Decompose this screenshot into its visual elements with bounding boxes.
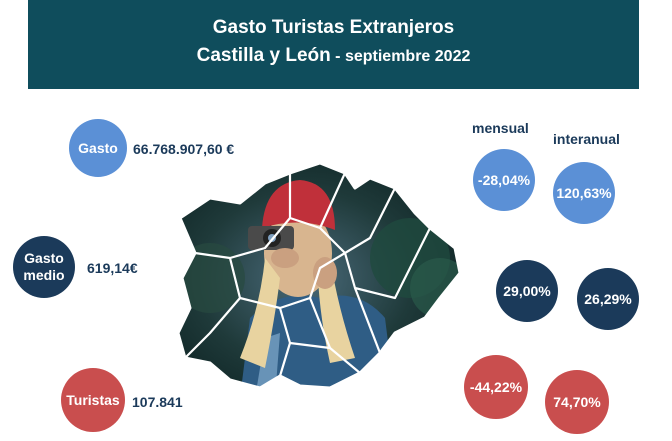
turistas-value: 107.841	[132, 394, 183, 410]
period-label: septiembre 2022	[344, 48, 471, 65]
gasto-medio-monthly-circle: 29,00%	[496, 260, 558, 322]
turistas-yearly-circle: 74,70%	[545, 370, 609, 434]
monthly-column-header: mensual	[472, 120, 529, 136]
title-banner: Gasto Turistas Extranjeros Castilla y Le…	[28, 0, 639, 89]
turistas-monthly-circle: -44,22%	[464, 355, 528, 419]
gasto-value: 66.768.907,60 €	[133, 141, 235, 157]
title-separator: -	[330, 48, 345, 65]
gasto-circle: Gasto	[69, 119, 127, 177]
title-line: Gasto Turistas Extranjeros	[212, 17, 455, 38]
gasto-medio-circle: Gasto medio	[13, 236, 75, 298]
gasto-medio-value: 619,14€	[87, 260, 138, 276]
gasto-monthly-circle: -28,04%	[473, 149, 535, 211]
turistas-circle: Turistas	[61, 368, 125, 432]
gasto-medio-yearly-circle: 26,29%	[577, 268, 639, 330]
gasto-yearly-circle: 120,63%	[553, 162, 615, 224]
castilla-leon-map-photo	[176, 161, 462, 390]
yearly-column-header: interanual	[553, 131, 620, 147]
subtitle-line: Castilla y León - septiembre 2022	[28, 41, 639, 72]
region-name: Castilla y León	[196, 45, 331, 66]
